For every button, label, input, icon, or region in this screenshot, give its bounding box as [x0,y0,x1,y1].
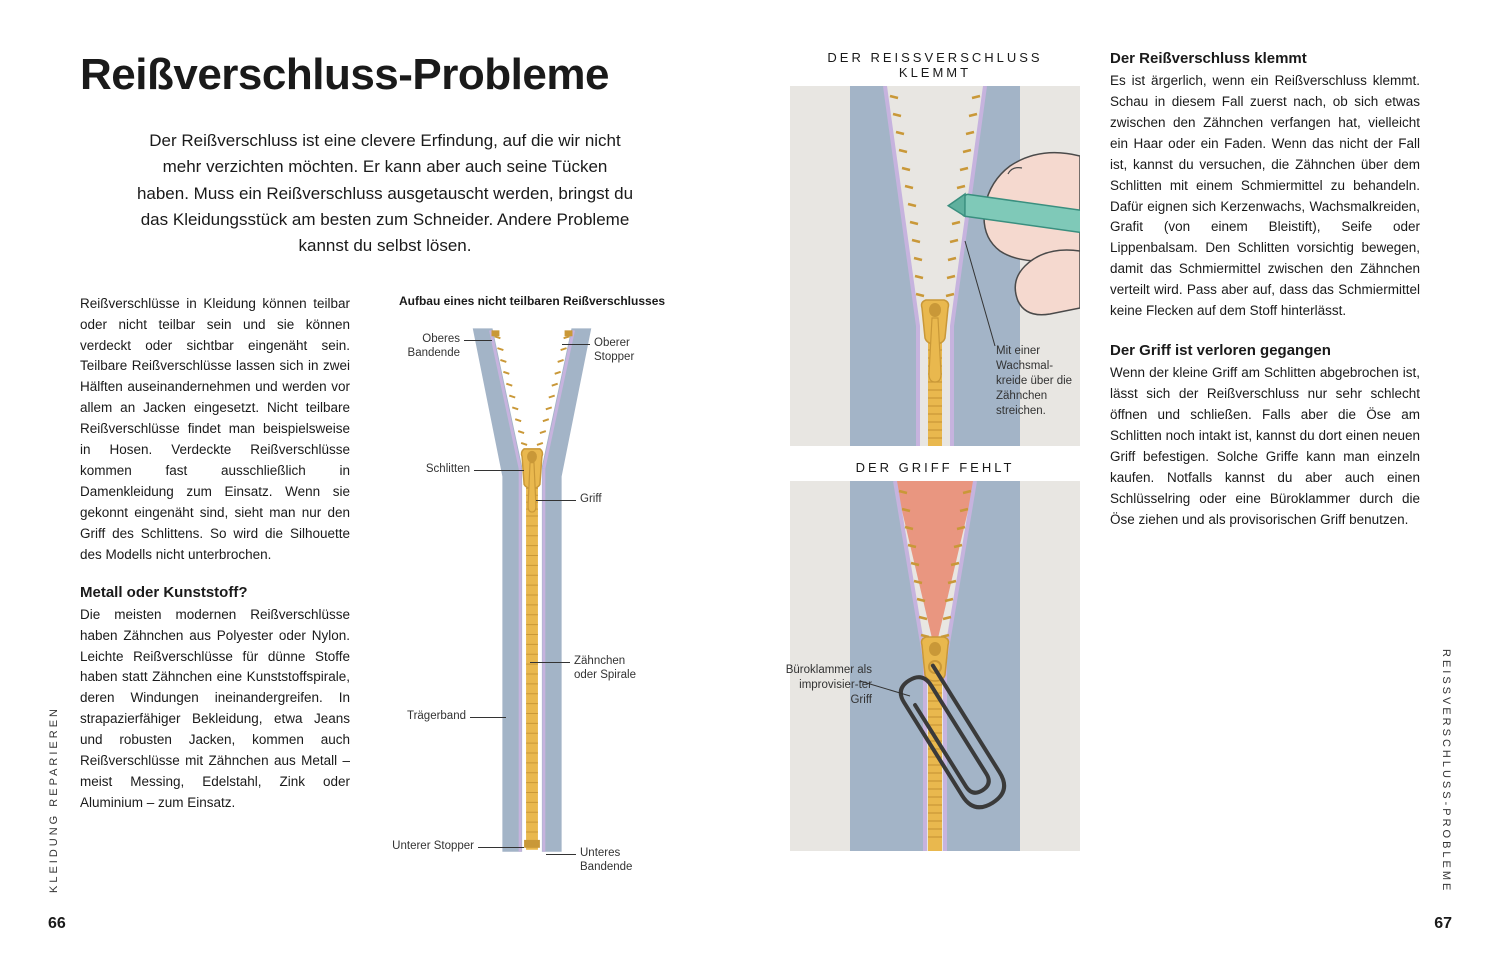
subheading-klemmt: Der Reißverschluss klemmt [1110,50,1420,67]
side-label-left: KLEIDUNG REPARIEREN [48,706,60,893]
side-label-right: REISSVERSCHLUSS-PROBLEME [1440,649,1452,893]
page-title: Reißverschluss-Probleme [80,50,690,100]
body-griff: Wenn der kleine Griff am Schlitten abgeb… [1110,363,1420,530]
info-column: Der Reißverschluss klemmt Es ist ärgerli… [1110,50,1420,851]
text-column: Reißverschlüsse in Kleidung können teilb… [80,294,350,876]
diagram-title: Aufbau eines nicht teilbaren Reißverschl… [374,294,690,310]
callout-schlitten: Schlitten [374,463,470,477]
illus-2-block: DER GRIFF FEHLT [790,460,1080,851]
zipper-anatomy-diagram: Oberes Bandende Oberer Stopper Schlitten… [374,315,690,875]
zipper-teeth-closed [526,477,538,850]
callout-griff: Griff [580,493,690,507]
illus2-caption: Büroklammer als improvisier-ter Griff [780,663,872,708]
lead-paragraph: Der Reißverschluss ist eine clevere Erfi… [135,128,635,260]
callout-unterer-stopper: Unterer Stopper [374,840,474,854]
callout-unteres-bandende: Unteres Bandende [580,847,690,875]
callout-oberer-stopper: Oberer Stopper [594,337,690,365]
illustration-column: DER REISSVERSCHLUSS KLEMMT [790,50,1080,851]
body-klemmt: Es ist ärgerlich, wenn ein Reißverschlus… [1110,71,1420,322]
illus1-caption: Mit einer Wachsmal-kreide über die Zähnc… [996,344,1074,419]
illus2-box: Büroklammer als improvisier-ter Griff [790,481,1080,851]
page-left: Reißverschluss-Probleme Der Reißverschlu… [0,0,750,973]
two-column-layout: Reißverschlüsse in Kleidung können teilb… [80,294,690,876]
zipper-slider [521,449,542,512]
callout-oberes-bandende: Oberes Bandende [374,333,460,361]
page-right: DER REISSVERSCHLUSS KLEMMT [750,0,1500,973]
callout-zaehnchen: Zähnchen oder Spirale [574,655,690,683]
subheading-griff: Der Griff ist verloren gegangen [1110,342,1420,359]
illus1-box: Mit einer Wachsmal-kreide über die Zähnc… [790,86,1080,446]
callout-traegerband: Trägerband [374,710,466,724]
zipper-svg [374,315,690,875]
illus1-title: DER REISSVERSCHLUSS KLEMMT [790,50,1080,80]
zipper-diagram-column: Aufbau eines nicht teilbaren Reißverschl… [374,294,690,876]
illus2-title: DER GRIFF FEHLT [790,460,1080,475]
body-paragraph-1: Reißverschlüsse in Kleidung können teilb… [80,294,350,566]
page-number-right: 67 [1434,915,1452,933]
illus-1-block: DER REISSVERSCHLUSS KLEMMT [790,50,1080,446]
subheading-material: Metall oder Kunststoff? [80,584,350,601]
page-number-left: 66 [48,915,66,933]
right-grid: DER REISSVERSCHLUSS KLEMMT [790,50,1420,851]
body-paragraph-2: Die meisten modernen Reißverschlüsse hab… [80,605,350,814]
